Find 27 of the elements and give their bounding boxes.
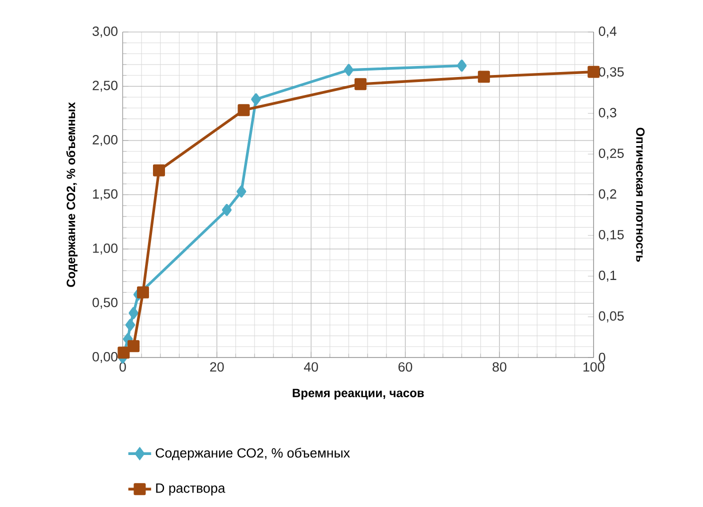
x-tick-label: 100 xyxy=(584,362,604,372)
y-tick-label: 2,00 xyxy=(92,135,118,146)
y2-tick-label: 0,35 xyxy=(598,67,624,78)
y-tick-label: 0,50 xyxy=(92,298,118,309)
y2-tick-label: 0,2 xyxy=(598,189,616,200)
y2-tick-label: 0,3 xyxy=(598,108,616,119)
x-tick-label: 60 xyxy=(398,362,412,372)
y-tick-label: 1,00 xyxy=(93,244,118,255)
y-axis-title: Содержание СО2, % объемных xyxy=(66,102,78,287)
y-tick-label: 3,00 xyxy=(92,26,118,38)
y-tick-label: 1,50 xyxy=(93,189,118,200)
legend-label: D раствора xyxy=(156,484,226,496)
legend-label: Содержание СО2, % объемных xyxy=(156,448,350,460)
x-tick-label: 0 xyxy=(120,362,126,372)
y2-axis-title: Оптическая плотность xyxy=(636,128,645,262)
y2-tick-label: 0,05 xyxy=(598,311,624,322)
y-tick-label: 2,50 xyxy=(92,80,118,92)
y2-tick-label: 0,1 xyxy=(598,270,616,282)
x-tick-label: 40 xyxy=(304,362,318,372)
y2-tick-label: 0 xyxy=(598,352,606,362)
y2-tick-label: 0,25 xyxy=(598,148,624,160)
x-axis-title: Время реакции, часов xyxy=(292,388,424,400)
x-tick-label: 20 xyxy=(210,362,224,372)
x-tick-label: 80 xyxy=(492,362,506,372)
y2-tick-label: 0,4 xyxy=(598,26,616,38)
y-tick-label: 0,00 xyxy=(92,352,118,364)
y2-tick-label: 0,15 xyxy=(598,230,624,242)
